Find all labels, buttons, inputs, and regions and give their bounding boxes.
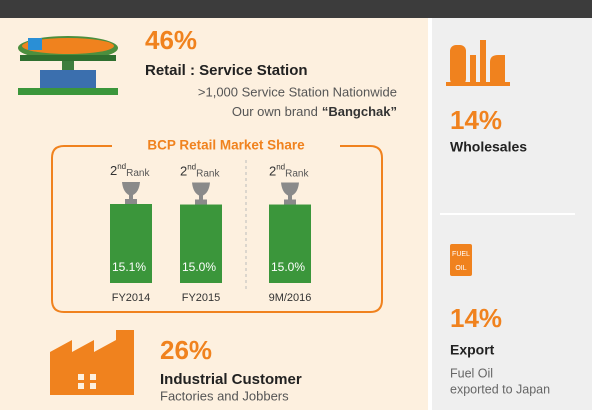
wholesales-share: 14% <box>450 105 502 135</box>
top-bar <box>0 0 592 18</box>
fuel-icon <box>450 244 472 276</box>
rank-number: 2 <box>269 164 276 179</box>
rank-number: 2 <box>180 164 187 179</box>
rank-text: Rank <box>285 168 309 179</box>
rank-suffix: nd <box>276 163 285 172</box>
rank-label: 2ndRank <box>180 163 220 180</box>
wholesales-title: Wholesales <box>450 139 527 155</box>
trophy-icon <box>122 182 140 204</box>
retail-line2-text: Our own brand <box>232 104 318 119</box>
export-line2: exported to Japan <box>450 382 550 396</box>
rank-label: 2ndRank <box>269 163 309 180</box>
factory-icon <box>50 330 134 395</box>
export-share: 14% <box>450 303 502 333</box>
station-icon <box>18 36 118 95</box>
refinery-icon <box>446 40 510 86</box>
bar <box>110 204 152 283</box>
value-label: 15.0% <box>271 260 305 274</box>
retail-line1: >1,000 Service Station Nationwide <box>198 84 397 99</box>
x-tick-label: FY2015 <box>182 292 221 304</box>
retail-share: 46% <box>145 25 197 55</box>
export-line1: Fuel Oil <box>450 366 493 380</box>
industrial-title: Industrial Customer <box>160 371 302 388</box>
retail-title: Retail : Service Station <box>145 62 308 79</box>
export-title: Export <box>450 342 495 358</box>
value-label: 15.0% <box>182 260 216 274</box>
retail-line2: Our own brand “Bangchak” <box>232 104 397 119</box>
bar <box>180 204 222 283</box>
value-label: 15.1% <box>112 260 146 274</box>
rank-number: 2 <box>110 163 117 178</box>
rank-label: 2ndRank <box>110 162 150 179</box>
retail-brand: “Bangchak” <box>322 104 397 119</box>
trophy-icon <box>192 182 210 205</box>
rank-suffix: nd <box>117 162 126 171</box>
chart-title: BCP Retail Market Share <box>147 138 305 153</box>
industrial-subtitle: Factories and Jobbers <box>160 388 289 403</box>
fuel-icon-top: FUEL <box>452 251 470 258</box>
chart-frame <box>51 145 383 313</box>
bar <box>269 204 311 283</box>
x-tick-label: 9M/2016 <box>269 292 312 304</box>
rank-suffix: nd <box>187 163 196 172</box>
rank-text: Rank <box>196 168 220 179</box>
rank-text: Rank <box>126 168 150 179</box>
fuel-icon-bottom: OIL <box>455 265 466 272</box>
industrial-share: 26% <box>160 335 212 365</box>
trophy-icon <box>281 182 299 205</box>
x-tick-label: FY2014 <box>112 292 151 304</box>
